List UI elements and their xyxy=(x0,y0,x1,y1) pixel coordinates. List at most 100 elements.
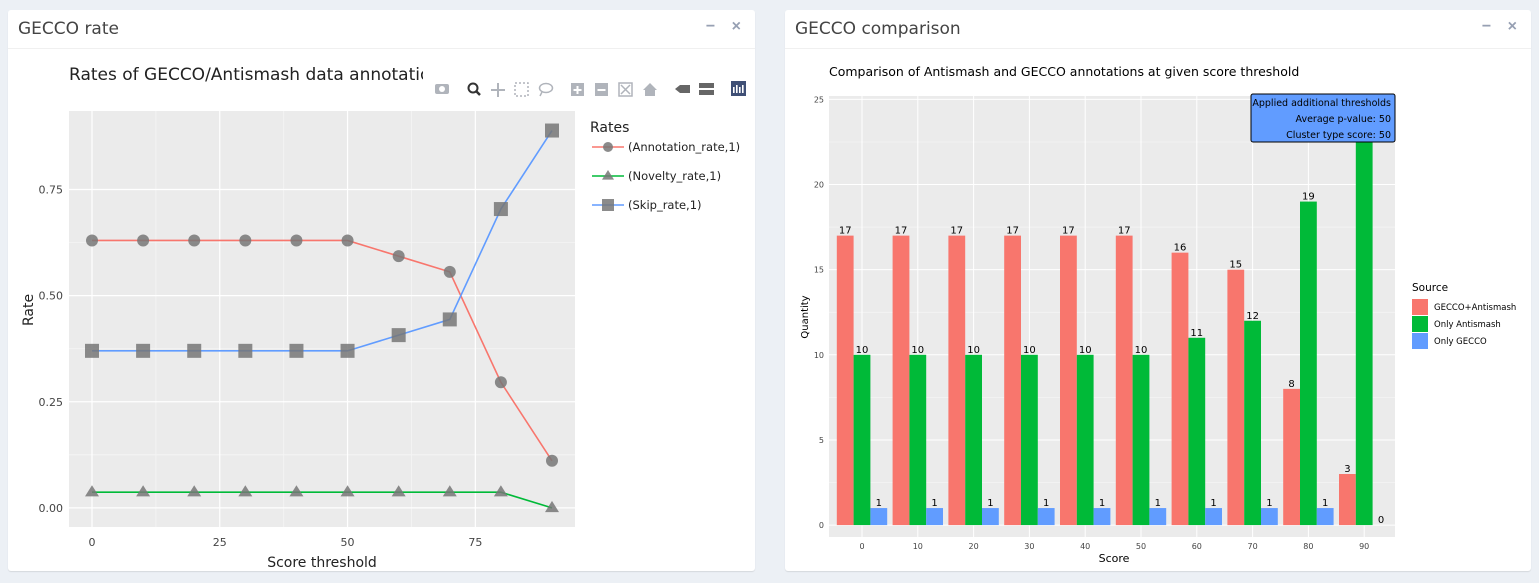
modebar xyxy=(435,81,746,97)
data-point xyxy=(238,343,253,358)
x-tick-label: 60 xyxy=(1192,542,1202,551)
data-point xyxy=(392,250,405,263)
bar-value-label: 1 xyxy=(987,498,993,509)
y-tick-label: 10 xyxy=(814,351,824,360)
zoom-in-icon[interactable] xyxy=(571,83,584,96)
y-tick-label: 0.25 xyxy=(39,396,64,409)
bar-value-label: 10 xyxy=(1135,345,1148,356)
bar xyxy=(1060,235,1077,526)
data-point xyxy=(341,234,354,247)
legend-marker xyxy=(602,199,614,211)
data-point xyxy=(545,500,559,513)
series-line xyxy=(92,491,553,509)
bar-value-label: 17 xyxy=(1118,226,1131,237)
bar xyxy=(853,354,871,526)
hover-compare-icon[interactable] xyxy=(699,83,714,95)
panel-title: GECCO rate xyxy=(18,19,119,39)
legend-marker xyxy=(603,142,613,152)
data-point xyxy=(289,485,304,497)
data-point xyxy=(238,485,253,497)
y-tick-label: 5 xyxy=(819,436,824,445)
gecco-comparison-panel: GECCO comparison − × Comparison of Antis… xyxy=(785,10,1531,571)
pan-icon[interactable] xyxy=(491,83,505,97)
close-icon[interactable]: × xyxy=(1507,18,1517,35)
close-icon[interactable]: × xyxy=(731,18,741,35)
data-point xyxy=(443,265,456,278)
minimize-icon[interactable]: − xyxy=(1481,18,1492,35)
bar xyxy=(1093,508,1111,526)
series-line xyxy=(92,239,553,462)
plotly-logo-icon[interactable] xyxy=(731,81,746,96)
y-axis-label: Rate xyxy=(21,294,37,326)
x-tick-label: 75 xyxy=(468,536,482,549)
annotation-box xyxy=(1250,93,1396,143)
bar xyxy=(1283,388,1300,526)
bar-value-label: 1 xyxy=(1099,498,1105,509)
legend-item: Only GECCO xyxy=(1434,337,1487,347)
modebar-background xyxy=(423,61,753,89)
x-tick-label: 50 xyxy=(1136,542,1146,551)
data-point xyxy=(136,485,151,497)
bar-value-label: 17 xyxy=(1062,226,1075,237)
lasso-select-icon[interactable] xyxy=(538,82,554,97)
camera-icon[interactable] xyxy=(435,84,449,94)
y-tick-label: 20 xyxy=(814,181,824,190)
bar-value-label: 19 xyxy=(1302,192,1315,203)
data-point xyxy=(494,376,507,389)
hover-closest-icon[interactable] xyxy=(675,85,690,93)
bar xyxy=(1261,508,1278,526)
legend[interactable]: Rates (Annotation_rate,1) (Novelty_rate,1… xyxy=(590,120,740,212)
x-tick-label: 40 xyxy=(1080,542,1090,551)
y-axis-label: Quantity xyxy=(800,295,811,338)
reset-axes-icon[interactable] xyxy=(643,83,657,96)
box-tools: − × xyxy=(694,18,741,36)
bar xyxy=(1244,320,1261,526)
chart-title: Comparison of Antismash and GECCO annota… xyxy=(829,64,1299,79)
data-point xyxy=(442,485,457,497)
bar-value-label: 10 xyxy=(856,345,869,356)
bar-value-label: 12 xyxy=(1246,311,1259,322)
data-point xyxy=(340,485,355,497)
bar-value-label: 10 xyxy=(967,345,980,356)
bar xyxy=(1300,201,1317,526)
data-point xyxy=(545,123,559,138)
annotation-line: Average p-value: 50 xyxy=(1296,114,1392,125)
bar xyxy=(1149,508,1167,526)
bar-value-label: 17 xyxy=(1006,226,1019,237)
x-tick-label: 70 xyxy=(1248,542,1258,551)
bar-value-label: 1 xyxy=(1043,498,1049,509)
legend: Source GECCO+Antismash Only Antismash Only… xyxy=(1412,282,1516,349)
bar xyxy=(1132,354,1150,526)
chart-title: Rates of GECCO/Antismash data annotation xyxy=(69,65,441,85)
bar xyxy=(926,508,943,526)
plot-background xyxy=(69,111,575,527)
comparison-bar-chart: Comparison of Antismash and GECCO annota… xyxy=(800,64,1516,565)
bar xyxy=(1021,354,1038,526)
box-tools: − × xyxy=(1470,18,1517,36)
zoom-icon[interactable] xyxy=(467,82,481,96)
data-point xyxy=(188,234,201,247)
zoom-out-icon[interactable] xyxy=(595,83,608,96)
data-point xyxy=(493,202,508,217)
autoscale-icon[interactable] xyxy=(618,82,633,97)
data-point xyxy=(289,343,304,358)
legend-item: Only Antismash xyxy=(1434,320,1501,330)
minimize-icon[interactable]: − xyxy=(705,18,716,35)
y-tick-label: 0.00 xyxy=(39,502,64,515)
y-tick-label: 0.75 xyxy=(39,184,64,197)
bar xyxy=(948,235,966,526)
gecco-comparison-header: GECCO comparison − × xyxy=(785,10,1531,49)
bar xyxy=(965,354,982,526)
bar-value-label: 1 xyxy=(1210,498,1216,509)
y-tick-label: 0.50 xyxy=(39,290,64,303)
data-point xyxy=(391,485,406,497)
bar xyxy=(1205,508,1222,526)
bar-value-label: 17 xyxy=(839,226,852,237)
bar xyxy=(1227,269,1245,526)
box-select-icon[interactable] xyxy=(514,82,529,97)
rate-line-chart[interactable]: Rates of GECCO/Antismash data annotation… xyxy=(8,49,755,571)
y-tick-label: 0 xyxy=(819,521,824,530)
bar-value-label: 1 xyxy=(1266,498,1272,509)
x-tick-label: 90 xyxy=(1359,542,1369,551)
annotation-line: Cluster type score: 50 xyxy=(1286,130,1391,141)
